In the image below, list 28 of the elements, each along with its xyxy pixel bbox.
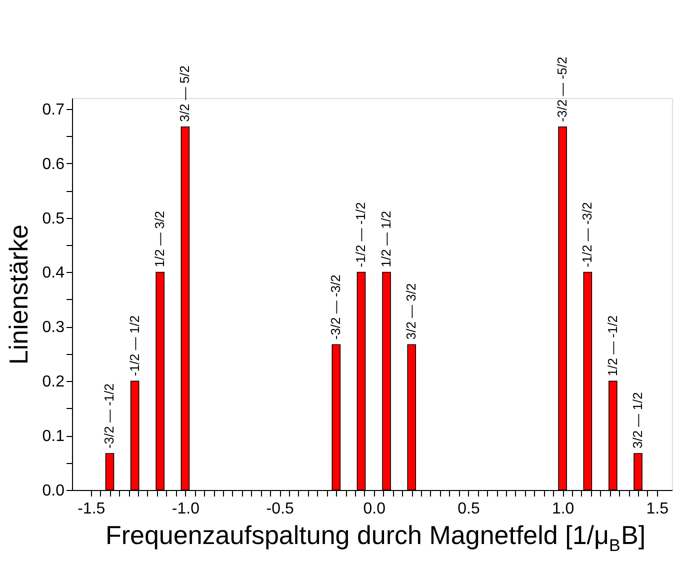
x-tick-label: 1.5 [646,500,669,518]
y-tick-label: 0.4 [42,264,65,282]
y-tick-label: 0.0 [42,482,65,500]
y-tick-label: 0.1 [42,428,65,446]
data-label: 3/2 — 3/2 [404,283,419,340]
y-tick-label: 0.5 [42,210,65,228]
y-tick-label: 0.6 [42,156,65,173]
x-tick-label: -0.5 [266,500,294,518]
x-tick-label: 0.0 [363,500,386,518]
y-tick-label: 0.7 [42,101,65,118]
data-label: 1/2 — 1/2 [378,210,394,268]
y-tick-label: 0.3 [42,319,65,336]
data-label: -3/2 — -5/2 [554,56,570,122]
data-label: 1/2 — -1/2 [604,315,620,376]
data-label: -1/2 — -1/2 [353,202,368,268]
data-label: 3/2 — 1/2 [630,392,646,449]
data-label: 1/2 — 3/2 [152,210,168,268]
x-tick-label: -1.0 [172,500,200,518]
data-label: -1/2 — 1/2 [126,315,142,376]
data-label: -3/2 — -1/2 [102,383,117,449]
data-label: 3/2 — 5/2 [177,65,192,122]
x-tick-label: -1.5 [78,500,106,518]
y-axis-title: Linienstärke [3,224,34,365]
x-tick-label: 0.5 [458,500,480,518]
y-tick-label: 0.2 [42,374,65,391]
data-label: -3/2 — -3/2 [328,274,344,340]
x-tick-label: 1.0 [552,500,574,518]
data-label: -1/2 — -3/2 [580,202,595,268]
